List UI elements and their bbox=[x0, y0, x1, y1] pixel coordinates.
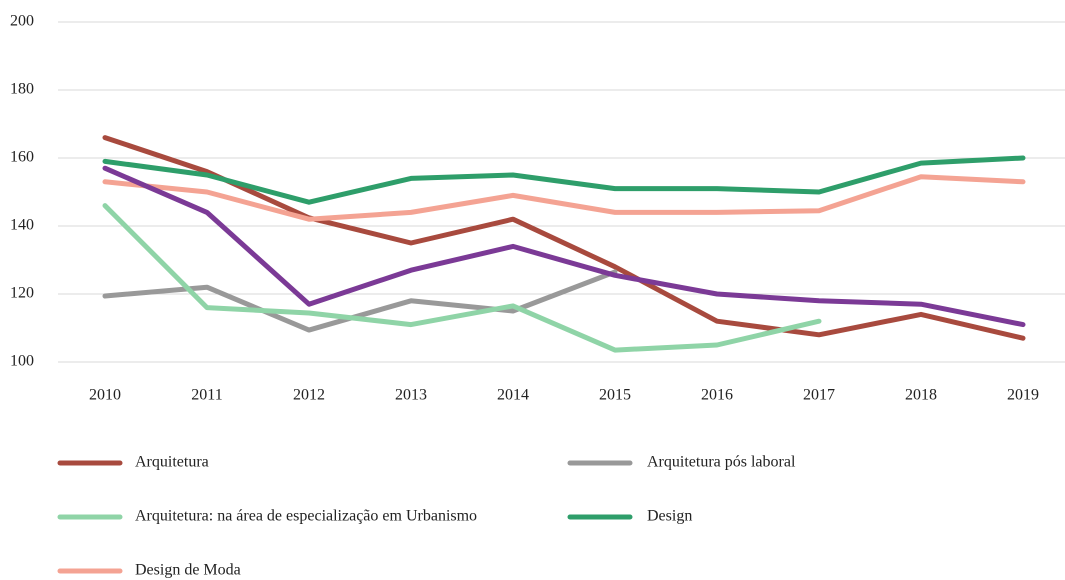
x-tick-label: 2011 bbox=[191, 387, 222, 404]
legend-label: Design bbox=[647, 508, 692, 525]
y-tick-label: 140 bbox=[10, 217, 34, 234]
series-line bbox=[102, 203, 822, 353]
y-tick-label: 160 bbox=[10, 149, 34, 166]
series-line bbox=[102, 135, 1026, 341]
x-tick-label: 2017 bbox=[803, 387, 835, 404]
series-line bbox=[102, 174, 1026, 222]
legend-label: Arquitetura pós laboral bbox=[647, 454, 796, 471]
x-tick-label: 2013 bbox=[395, 387, 427, 404]
x-tick-label: 2019 bbox=[1007, 387, 1039, 404]
x-tick-label: 2018 bbox=[905, 387, 937, 404]
legend-label: Design de Moda bbox=[135, 562, 241, 579]
x-tick-label: 2012 bbox=[293, 387, 325, 404]
x-tick-label: 2016 bbox=[701, 387, 733, 404]
x-tick-label: 2010 bbox=[89, 387, 121, 404]
y-tick-label: 180 bbox=[10, 81, 34, 98]
legend-label: Arquitetura bbox=[135, 454, 209, 471]
x-tick-label: 2015 bbox=[599, 387, 631, 404]
series-line bbox=[102, 165, 1026, 328]
y-tick-label: 100 bbox=[10, 353, 34, 370]
y-tick-label: 120 bbox=[10, 285, 34, 302]
y-tick-label: 200 bbox=[10, 13, 34, 30]
legend-label: Arquitetura: na área de especialização e… bbox=[135, 508, 477, 525]
series-line bbox=[102, 155, 1026, 205]
x-tick-label: 2014 bbox=[497, 387, 529, 404]
